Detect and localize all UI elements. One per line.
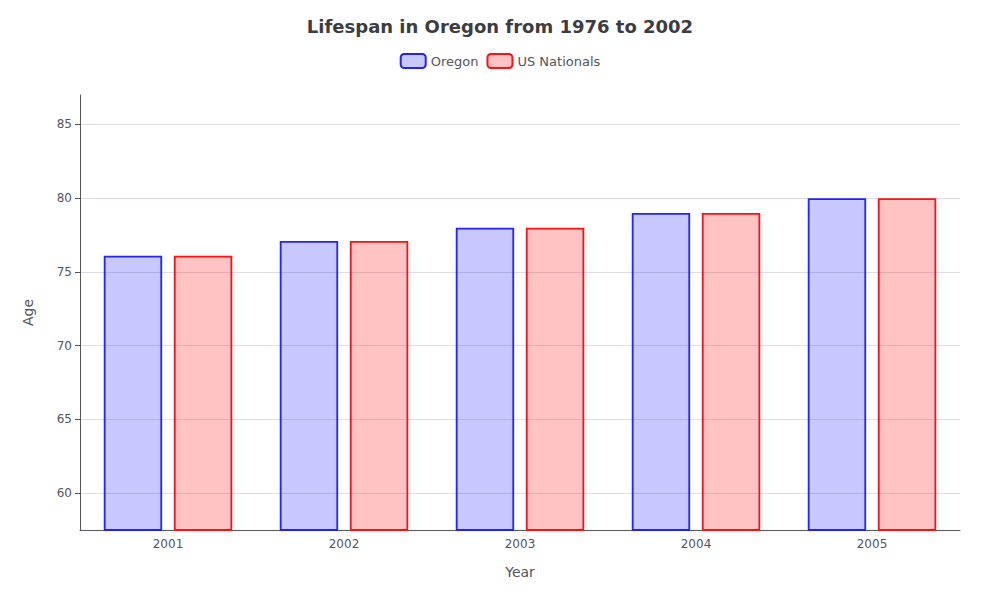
svg-text:Oregon: Oregon <box>431 54 479 69</box>
svg-text:70: 70 <box>57 339 72 353</box>
svg-text:US Nationals: US Nationals <box>517 54 600 69</box>
svg-text:2002: 2002 <box>329 537 360 551</box>
svg-text:2005: 2005 <box>857 537 888 551</box>
svg-text:Year: Year <box>504 564 535 580</box>
svg-text:Age: Age <box>20 299 36 326</box>
svg-text:60: 60 <box>57 486 72 500</box>
svg-text:75: 75 <box>57 265 72 279</box>
svg-text:85: 85 <box>57 117 72 131</box>
svg-text:80: 80 <box>57 191 72 205</box>
svg-text:2004: 2004 <box>681 537 712 551</box>
svg-text:Lifespan in Oregon from 1976 t: Lifespan in Oregon from 1976 to 2002 <box>307 16 693 37</box>
svg-text:2001: 2001 <box>153 537 184 551</box>
svg-text:65: 65 <box>57 412 72 426</box>
svg-text:2003: 2003 <box>505 537 536 551</box>
